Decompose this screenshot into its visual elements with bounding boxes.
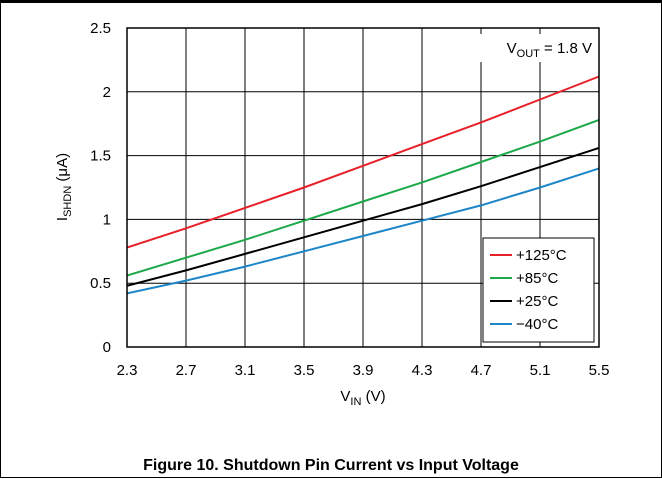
x-tick-label: 2.7 [176, 362, 197, 379]
annotation-main: V [507, 40, 517, 57]
y-tick-label: 0 [103, 339, 111, 356]
series-line-1 [126, 118, 600, 277]
plot-border [126, 27, 600, 348]
x-tick-label: 3.1 [235, 362, 256, 379]
vout-annotation: VOUT = 1.8 V [507, 40, 592, 60]
x-tick-label: 2.3 [117, 362, 138, 379]
legend: +125°C +85°C +25°C −40°C [482, 237, 595, 343]
y-axis-label: ISHDN (μA) [54, 153, 74, 221]
x-tick-label: 3.5 [294, 362, 315, 379]
y-tick-label: 1 [103, 211, 111, 228]
x-axis-label-unit: (V) [361, 388, 385, 405]
series-line-2 [126, 146, 600, 287]
x-tick-label: 3.9 [353, 362, 374, 379]
legend-label-2: +25°C [516, 293, 558, 310]
y-tick-label: 2.5 [90, 20, 111, 37]
y-axis-label-main: I [54, 217, 71, 221]
x-axis-label: VIN (V) [340, 388, 385, 408]
x-tick-label: 5.1 [530, 362, 551, 379]
x-axis-label-main: V [340, 388, 350, 405]
x-tick-label: 4.3 [412, 362, 433, 379]
y-tick-label: 0.5 [90, 275, 111, 292]
x-axis-label-sub: IN [350, 396, 361, 408]
annotation-sub: OUT [517, 48, 541, 60]
annotation-background [470, 34, 596, 62]
x-tick-labels: 2.3 2.7 3.1 3.5 3.9 4.3 4.7 5.1 5.5 [117, 362, 610, 379]
series-line-0 [126, 75, 600, 249]
y-tick-labels: 0 0.5 1 1.5 2 2.5 [90, 20, 111, 356]
legend-label-3: −40°C [516, 316, 558, 333]
y-axis-label-sub: SHDN [62, 186, 74, 217]
x-tick-label: 5.5 [589, 362, 610, 379]
figure-caption: Figure 10. Shutdown Pin Current vs Input… [143, 457, 519, 474]
y-axis-label-unit: (μA) [54, 153, 71, 186]
legend-label-0: +125°C [516, 247, 567, 264]
top-rule [0, 0, 662, 3]
x-tick-label: 4.7 [471, 362, 492, 379]
y-tick-label: 2 [103, 84, 111, 101]
y-tick-label: 1.5 [90, 148, 111, 165]
series-line-3 [126, 167, 600, 295]
series-lines [126, 75, 600, 295]
legend-label-1: +85°C [516, 270, 558, 287]
annotation-rest: = 1.8 V [540, 40, 592, 57]
